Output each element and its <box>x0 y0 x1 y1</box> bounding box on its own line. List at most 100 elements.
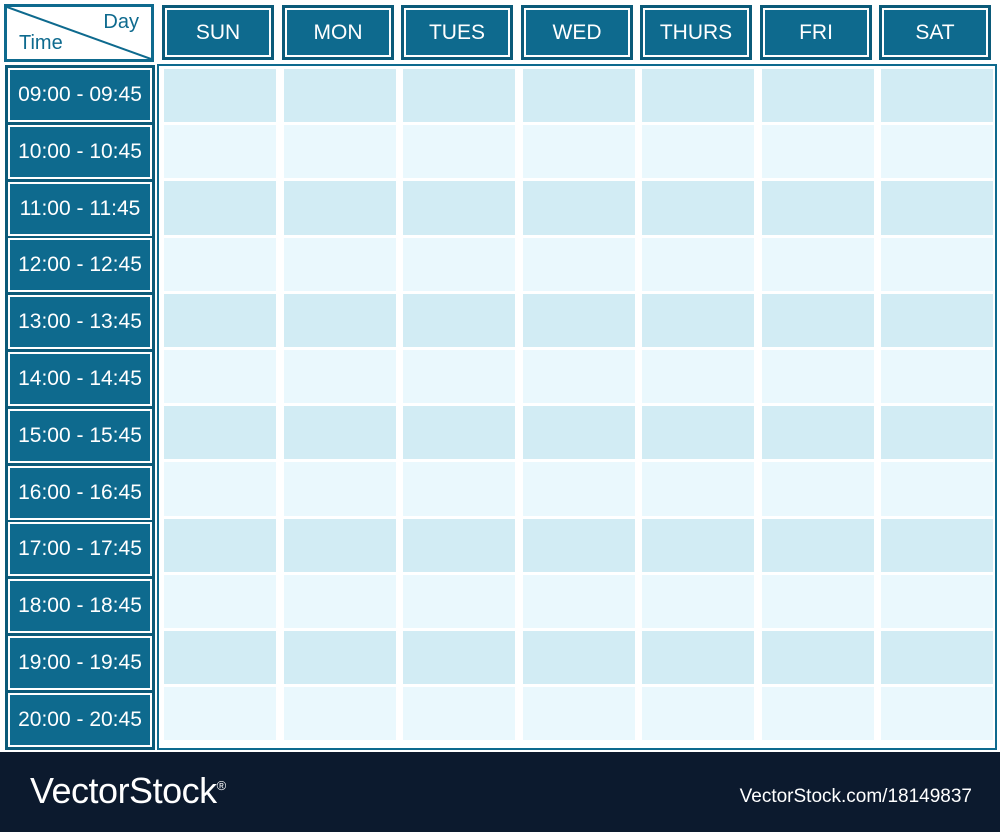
watermark-footer: VectorStock® VectorStock.com/18149837 <box>0 752 1000 832</box>
day-header-mon: MON <box>282 5 394 60</box>
schedule-cell[interactable] <box>881 125 993 179</box>
schedule-cell[interactable] <box>881 631 993 685</box>
schedule-cell[interactable] <box>642 518 754 572</box>
schedule-cell[interactable] <box>284 69 396 123</box>
schedule-cell[interactable] <box>523 125 635 179</box>
schedule-cell[interactable] <box>403 181 515 235</box>
schedule-cell[interactable] <box>164 237 276 291</box>
schedule-cell[interactable] <box>284 293 396 347</box>
schedule-cell[interactable] <box>403 462 515 516</box>
time-slot-11: 20:00 - 20:45 <box>8 692 152 747</box>
schedule-cell[interactable] <box>284 125 396 179</box>
schedule-cell[interactable] <box>164 350 276 404</box>
schedule-cell[interactable] <box>523 181 635 235</box>
day-header-sun: SUN <box>162 5 274 60</box>
schedule-cell[interactable] <box>762 181 874 235</box>
image-url: VectorStock.com/18149837 <box>739 786 972 807</box>
brand-name: VectorStock <box>30 770 217 811</box>
schedule-cell[interactable] <box>881 518 993 572</box>
schedule-cell[interactable] <box>284 350 396 404</box>
schedule-cell[interactable] <box>164 518 276 572</box>
schedule-cell[interactable] <box>642 687 754 741</box>
schedule-cell[interactable] <box>403 406 515 460</box>
schedule-cell[interactable] <box>881 687 993 741</box>
schedule-cell[interactable] <box>762 631 874 685</box>
schedule-cell[interactable] <box>284 406 396 460</box>
schedule-cell[interactable] <box>762 406 874 460</box>
registered-mark: ® <box>216 778 227 793</box>
schedule-cell[interactable] <box>762 350 874 404</box>
schedule-cell[interactable] <box>523 293 635 347</box>
schedule-cell[interactable] <box>881 462 993 516</box>
schedule-cell[interactable] <box>881 181 993 235</box>
schedule-cell[interactable] <box>762 237 874 291</box>
schedule-cell[interactable] <box>762 518 874 572</box>
schedule-cell[interactable] <box>284 518 396 572</box>
schedule-cell[interactable] <box>642 574 754 628</box>
schedule-cell[interactable] <box>642 350 754 404</box>
schedule-cell[interactable] <box>762 687 874 741</box>
schedule-cell[interactable] <box>164 406 276 460</box>
schedule-cell[interactable] <box>284 687 396 741</box>
schedule-cell[interactable] <box>762 125 874 179</box>
schedule-cell[interactable] <box>284 574 396 628</box>
schedule-cell[interactable] <box>523 518 635 572</box>
schedule-cell[interactable] <box>881 69 993 123</box>
brand-logo: VectorStock® <box>30 770 226 812</box>
time-slot-8: 17:00 - 17:45 <box>8 522 152 577</box>
schedule-cell[interactable] <box>164 125 276 179</box>
schedule-cell[interactable] <box>762 69 874 123</box>
schedule-cell[interactable] <box>284 631 396 685</box>
schedule-cell[interactable] <box>881 293 993 347</box>
schedule-cell[interactable] <box>164 462 276 516</box>
schedule-cell[interactable] <box>642 406 754 460</box>
schedule-cell[interactable] <box>642 181 754 235</box>
schedule-cell[interactable] <box>642 237 754 291</box>
schedule-cell[interactable] <box>523 69 635 123</box>
schedule-cell[interactable] <box>164 687 276 741</box>
schedule-cell[interactable] <box>523 350 635 404</box>
schedule-cell[interactable] <box>403 518 515 572</box>
schedule-cell[interactable] <box>881 350 993 404</box>
schedule-cell[interactable] <box>523 462 635 516</box>
schedule-cell[interactable] <box>642 125 754 179</box>
schedule-cell[interactable] <box>403 687 515 741</box>
schedule-cell[interactable] <box>403 125 515 179</box>
day-header-fri: FRI <box>760 5 872 60</box>
schedule-cell[interactable] <box>403 631 515 685</box>
schedule-cell[interactable] <box>881 237 993 291</box>
schedule-cell[interactable] <box>762 462 874 516</box>
schedule-cell[interactable] <box>523 406 635 460</box>
schedule-cell[interactable] <box>642 631 754 685</box>
schedule-cell[interactable] <box>164 69 276 123</box>
schedule-cell[interactable] <box>642 462 754 516</box>
schedule-cell[interactable] <box>403 293 515 347</box>
time-slot-5: 14:00 - 14:45 <box>8 352 152 406</box>
schedule-cell[interactable] <box>164 293 276 347</box>
schedule-cell[interactable] <box>403 350 515 404</box>
schedule-cell[interactable] <box>523 631 635 685</box>
schedule-cell[interactable] <box>164 181 276 235</box>
schedule-cell[interactable] <box>284 462 396 516</box>
schedule-cell[interactable] <box>762 293 874 347</box>
schedule-cell[interactable] <box>403 574 515 628</box>
schedule-cell[interactable] <box>762 574 874 628</box>
time-slot-10: 19:00 - 19:45 <box>8 636 152 690</box>
timetable: Day Time SUN MON TUES WED THURS FRI SAT 09:00 … <box>4 4 997 750</box>
schedule-cell[interactable] <box>403 237 515 291</box>
schedule-cell[interactable] <box>881 574 993 628</box>
schedule-cell[interactable] <box>403 69 515 123</box>
schedule-cell[interactable] <box>284 181 396 235</box>
schedule-cell[interactable] <box>642 293 754 347</box>
schedule-cell[interactable] <box>164 574 276 628</box>
schedule-cell[interactable] <box>523 574 635 628</box>
schedule-cell[interactable] <box>523 687 635 741</box>
schedule-cell[interactable] <box>523 237 635 291</box>
schedule-cell[interactable] <box>642 69 754 123</box>
schedule-cell[interactable] <box>284 237 396 291</box>
time-slot-6: 15:00 - 15:45 <box>8 408 152 463</box>
schedule-cell[interactable] <box>881 406 993 460</box>
day-header-wed: WED <box>521 5 633 60</box>
time-slot-9: 18:00 - 18:45 <box>8 579 152 634</box>
schedule-cell[interactable] <box>164 631 276 685</box>
